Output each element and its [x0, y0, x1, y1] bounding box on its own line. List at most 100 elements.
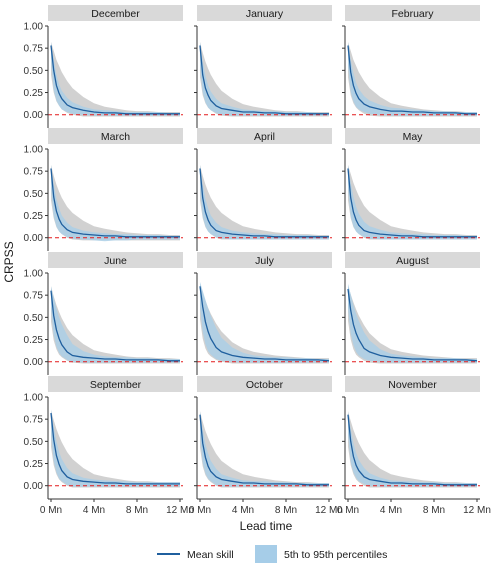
- panel-title: June: [104, 255, 127, 267]
- mean-skill-line: [347, 45, 477, 115]
- y-tick-label: 0.25: [24, 335, 44, 346]
- mean-skill-line: [199, 414, 329, 486]
- percentile-band: [51, 165, 180, 242]
- y-tick-label: 0.00: [24, 357, 44, 368]
- panel-november: November 0 Mn 4 Mn 8 Mn 12 Mn: [337, 376, 491, 516]
- x-tick-label: 12 Mn: [166, 505, 194, 516]
- panel-title: February: [391, 8, 434, 20]
- y-tick-label: 0.25: [24, 211, 44, 222]
- percentile-band: [51, 286, 180, 363]
- panel-title: March: [101, 131, 130, 143]
- chart-legend: Mean skill 5th to 95th percentiles: [157, 545, 387, 563]
- panel-strip: [197, 252, 332, 268]
- panel-september: September 0.00 0.25 0.50 0.75 1.00 0 Mn 4 Mn 8 M…: [24, 376, 194, 516]
- legend-mean-skill-label: Mean skill: [187, 549, 234, 561]
- y-tick-label: 0.00: [24, 481, 44, 492]
- panel-title: August: [396, 255, 429, 267]
- y-tick-label: 1.00: [24, 145, 44, 156]
- y-tick-label: 0.50: [24, 437, 44, 448]
- y-tick-label: 0.75: [24, 291, 44, 302]
- mean-skill-line: [199, 45, 329, 115]
- x-tick-label: 4 Mn: [83, 505, 105, 516]
- panel-march: March 0.00 0.25 0.50 0.75 1.00: [24, 128, 183, 251]
- panel-strip: [345, 128, 480, 144]
- panel-strip: [345, 252, 480, 268]
- legend-percentile-label: 5th to 95th percentiles: [284, 549, 387, 561]
- facet-panels: December 0.00 0.25 0.50 0.75 1.00 January Febru…: [24, 5, 491, 516]
- panel-strip: [48, 5, 183, 21]
- percentile-band: [200, 42, 329, 116]
- panel-strip: [345, 5, 480, 21]
- percentile-band: [200, 281, 329, 363]
- mean-skill-line: [199, 286, 330, 362]
- x-axis-title: Lead time: [240, 519, 293, 533]
- mean-skill-line: [199, 168, 329, 238]
- x-tick-label: 12 Mn: [463, 505, 491, 516]
- mean-skill-line: [347, 288, 478, 362]
- panel-strip: [48, 252, 183, 268]
- panel-title: September: [90, 379, 142, 391]
- x-tick-label: 12 Mn: [315, 505, 343, 516]
- panel-strip: [197, 128, 332, 144]
- y-tick-label: 0.75: [24, 415, 44, 426]
- x-tick-label: 0 Mn: [40, 505, 62, 516]
- mean-skill-line: [347, 414, 477, 486]
- x-tick-label: 4 Mn: [380, 505, 402, 516]
- y-tick-label: 0.00: [24, 233, 44, 244]
- panel-title: November: [388, 379, 437, 391]
- y-tick-label: 0.75: [24, 167, 44, 178]
- percentile-band: [51, 409, 180, 487]
- panel-title: April: [254, 131, 275, 143]
- percentile-band: [51, 42, 180, 116]
- percentile-band: [348, 42, 477, 116]
- panel-august: August: [342, 252, 480, 375]
- panel-strip: [345, 376, 480, 392]
- panel-may: May: [342, 128, 480, 251]
- panel-strip: [197, 376, 332, 392]
- y-tick-label: 1.00: [24, 393, 44, 404]
- y-tick-label: 0.50: [24, 313, 44, 324]
- mean-skill-line: [50, 290, 180, 362]
- grey-band: [348, 285, 477, 364]
- y-tick-label: 0.25: [24, 459, 44, 470]
- y-tick-label: 1.00: [24, 269, 44, 280]
- panel-october: October 0 Mn 4 Mn 8 Mn 12 Mn: [189, 376, 343, 516]
- grey-band: [200, 165, 329, 240]
- panel-title: July: [255, 255, 274, 267]
- y-axis-title: CRPSS: [2, 241, 16, 282]
- mean-skill-line: [347, 168, 477, 238]
- x-tick-label: 8 Mn: [423, 505, 445, 516]
- y-tick-label: 0.50: [24, 66, 44, 77]
- percentile-band: [348, 411, 477, 487]
- grey-band: [51, 410, 180, 488]
- panel-title: December: [91, 8, 140, 20]
- y-tick-label: 0.50: [24, 189, 44, 200]
- grey-band: [200, 283, 329, 364]
- x-tick-label: 0 Mn: [337, 505, 359, 516]
- grey-band: [348, 42, 477, 117]
- panel-january: January: [194, 5, 332, 128]
- panel-strip: [197, 5, 332, 21]
- y-tick-label: 0.75: [24, 44, 44, 55]
- panel-july: July: [194, 252, 332, 375]
- grey-band: [51, 286, 180, 364]
- panel-strip: [48, 128, 183, 144]
- mean-skill-line: [50, 168, 180, 238]
- panel-december: December 0.00 0.25 0.50 0.75 1.00: [24, 5, 183, 128]
- panel-april: April: [194, 128, 332, 251]
- y-tick-label: 0.25: [24, 88, 44, 99]
- percentile-band: [200, 165, 329, 240]
- x-tick-label: 8 Mn: [126, 505, 148, 516]
- grey-band: [348, 165, 477, 240]
- mean-skill-line: [50, 45, 180, 115]
- x-tick-label: 0 Mn: [189, 505, 211, 516]
- grey-band: [51, 165, 180, 241]
- y-tick-label: 0.00: [24, 110, 44, 121]
- panel-title: January: [246, 8, 284, 20]
- percentile-band: [348, 283, 477, 363]
- legend-percentile-swatch: [255, 545, 277, 563]
- percentile-band: [348, 165, 477, 240]
- grey-band: [51, 42, 180, 117]
- x-tick-label: 8 Mn: [275, 505, 297, 516]
